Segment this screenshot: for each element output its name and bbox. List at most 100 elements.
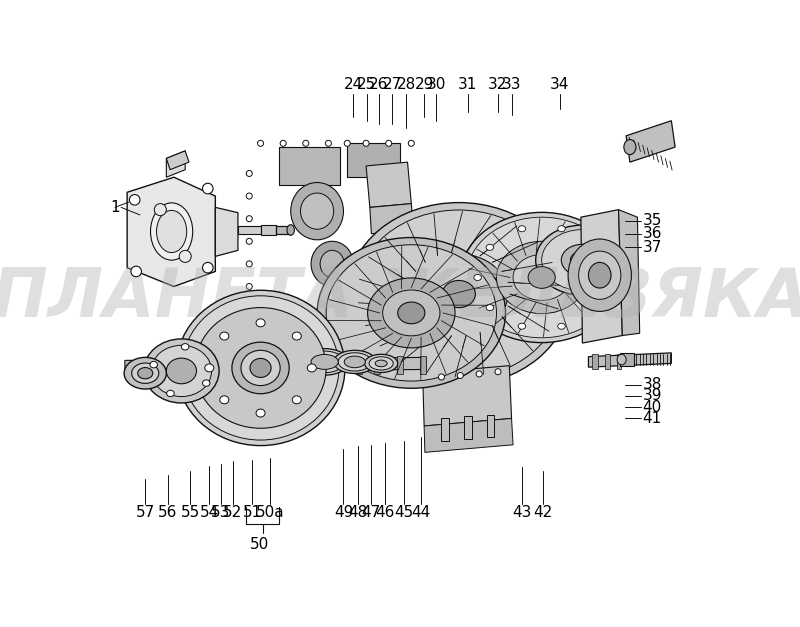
Text: 34: 34 [550,77,570,92]
Ellipse shape [590,245,598,250]
Ellipse shape [427,268,490,320]
Ellipse shape [317,238,506,388]
Ellipse shape [256,409,265,417]
Ellipse shape [246,283,252,290]
Ellipse shape [338,353,371,371]
Ellipse shape [382,290,440,336]
Polygon shape [216,356,222,374]
Text: 26: 26 [370,77,389,92]
Ellipse shape [232,342,289,394]
Text: 50: 50 [250,537,270,552]
Ellipse shape [258,140,263,146]
Ellipse shape [558,323,566,329]
Ellipse shape [363,140,369,146]
Ellipse shape [305,351,344,372]
Ellipse shape [542,229,623,291]
Text: 47: 47 [362,505,381,520]
Ellipse shape [195,308,326,428]
Polygon shape [125,357,426,372]
Polygon shape [397,356,403,374]
Text: 27: 27 [383,77,402,92]
Ellipse shape [344,356,366,367]
Ellipse shape [241,350,280,386]
Ellipse shape [292,332,302,340]
Ellipse shape [205,364,214,372]
Ellipse shape [246,238,252,245]
Text: 45: 45 [394,505,414,520]
Text: 32: 32 [488,77,508,92]
Ellipse shape [256,319,265,327]
Ellipse shape [302,140,309,146]
Text: 39: 39 [642,388,662,403]
Polygon shape [238,226,261,234]
Polygon shape [276,226,290,234]
Polygon shape [424,418,513,452]
Ellipse shape [347,203,570,386]
Ellipse shape [157,211,186,253]
Polygon shape [166,151,185,177]
Ellipse shape [624,140,636,155]
Ellipse shape [369,357,394,370]
Ellipse shape [486,305,494,310]
Ellipse shape [486,245,494,250]
Ellipse shape [458,372,463,379]
Polygon shape [366,162,411,208]
Ellipse shape [182,344,189,350]
Ellipse shape [301,193,334,229]
Ellipse shape [590,305,598,310]
Polygon shape [464,416,472,439]
Polygon shape [231,356,237,374]
Text: 35: 35 [642,213,662,228]
Ellipse shape [513,255,570,300]
Ellipse shape [202,380,210,386]
Ellipse shape [617,354,626,365]
Ellipse shape [220,396,229,404]
Ellipse shape [578,251,621,299]
Ellipse shape [220,332,229,340]
Ellipse shape [290,182,343,240]
Ellipse shape [131,266,142,277]
Ellipse shape [518,323,526,329]
Ellipse shape [356,210,562,378]
Polygon shape [225,147,253,392]
Ellipse shape [132,363,158,383]
Ellipse shape [138,367,153,379]
Ellipse shape [311,354,338,369]
Ellipse shape [398,302,425,324]
Ellipse shape [460,213,623,342]
Bar [279,147,340,185]
Text: 29: 29 [414,77,434,92]
Ellipse shape [410,254,508,334]
Ellipse shape [280,140,286,146]
Text: 37: 37 [642,240,662,255]
Polygon shape [374,356,381,374]
Polygon shape [620,353,634,366]
Text: 40: 40 [642,399,662,414]
Ellipse shape [246,171,252,176]
Ellipse shape [570,251,594,269]
Ellipse shape [246,351,252,357]
Ellipse shape [476,371,482,377]
Ellipse shape [528,266,555,288]
Text: 46: 46 [375,505,394,520]
Text: 41: 41 [642,411,662,426]
Polygon shape [261,145,415,376]
Ellipse shape [334,350,376,374]
Polygon shape [592,354,598,369]
Text: 30: 30 [426,77,446,92]
Ellipse shape [246,193,252,199]
Polygon shape [215,208,238,256]
Polygon shape [626,121,675,162]
Ellipse shape [301,349,349,375]
Polygon shape [273,356,278,374]
Ellipse shape [365,354,398,372]
Text: 54: 54 [200,505,219,520]
Ellipse shape [311,241,354,287]
Ellipse shape [130,194,140,205]
Ellipse shape [202,263,213,273]
Text: 53: 53 [211,505,230,520]
Polygon shape [246,356,252,374]
Text: 56: 56 [158,505,178,520]
Ellipse shape [182,296,339,440]
Ellipse shape [326,140,331,146]
